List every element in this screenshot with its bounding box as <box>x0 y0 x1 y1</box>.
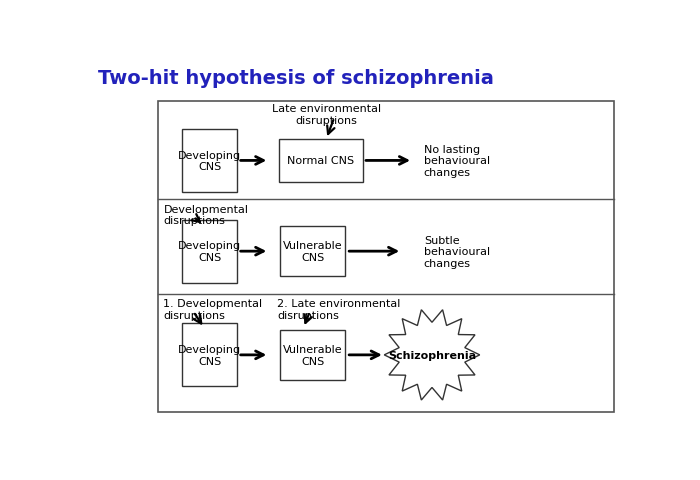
Text: 1. Developmental
disruptions: 1. Developmental disruptions <box>163 299 262 320</box>
FancyBboxPatch shape <box>280 330 345 380</box>
FancyBboxPatch shape <box>280 227 345 276</box>
Text: Two-hit hypothesis of schizophrenia: Two-hit hypothesis of schizophrenia <box>98 69 494 88</box>
Text: Vulnerable
CNS: Vulnerable CNS <box>283 344 342 366</box>
Text: Developing
CNS: Developing CNS <box>178 241 241 263</box>
Text: 2. Late environmental
disruptions: 2. Late environmental disruptions <box>277 299 400 320</box>
Polygon shape <box>384 310 480 400</box>
FancyBboxPatch shape <box>183 324 237 386</box>
FancyBboxPatch shape <box>279 140 363 182</box>
Text: Late environmental
disruptions: Late environmental disruptions <box>272 104 381 125</box>
Text: Developing
CNS: Developing CNS <box>178 344 241 366</box>
FancyBboxPatch shape <box>183 130 237 192</box>
Text: Developmental
disruptions: Developmental disruptions <box>163 204 248 226</box>
Text: Vulnerable
CNS: Vulnerable CNS <box>283 241 342 263</box>
Text: Schizophrenia: Schizophrenia <box>388 350 476 360</box>
FancyBboxPatch shape <box>183 220 237 283</box>
FancyBboxPatch shape <box>158 102 614 412</box>
Text: Developing
CNS: Developing CNS <box>178 150 241 172</box>
Text: Normal CNS: Normal CNS <box>287 156 354 166</box>
Text: Subtle
behavioural
changes: Subtle behavioural changes <box>424 235 490 268</box>
Text: No lasting
behavioural
changes: No lasting behavioural changes <box>424 144 490 178</box>
